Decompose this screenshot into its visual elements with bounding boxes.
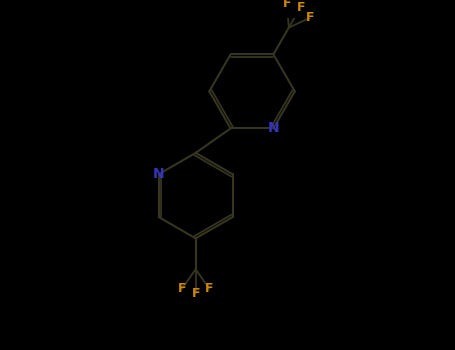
- Text: N: N: [268, 121, 279, 135]
- Text: N: N: [153, 167, 164, 181]
- Text: F: F: [306, 11, 314, 24]
- Text: F: F: [283, 0, 291, 10]
- Text: F: F: [205, 282, 213, 295]
- Text: F: F: [178, 282, 186, 295]
- Text: F: F: [297, 0, 305, 14]
- Text: F: F: [192, 287, 200, 300]
